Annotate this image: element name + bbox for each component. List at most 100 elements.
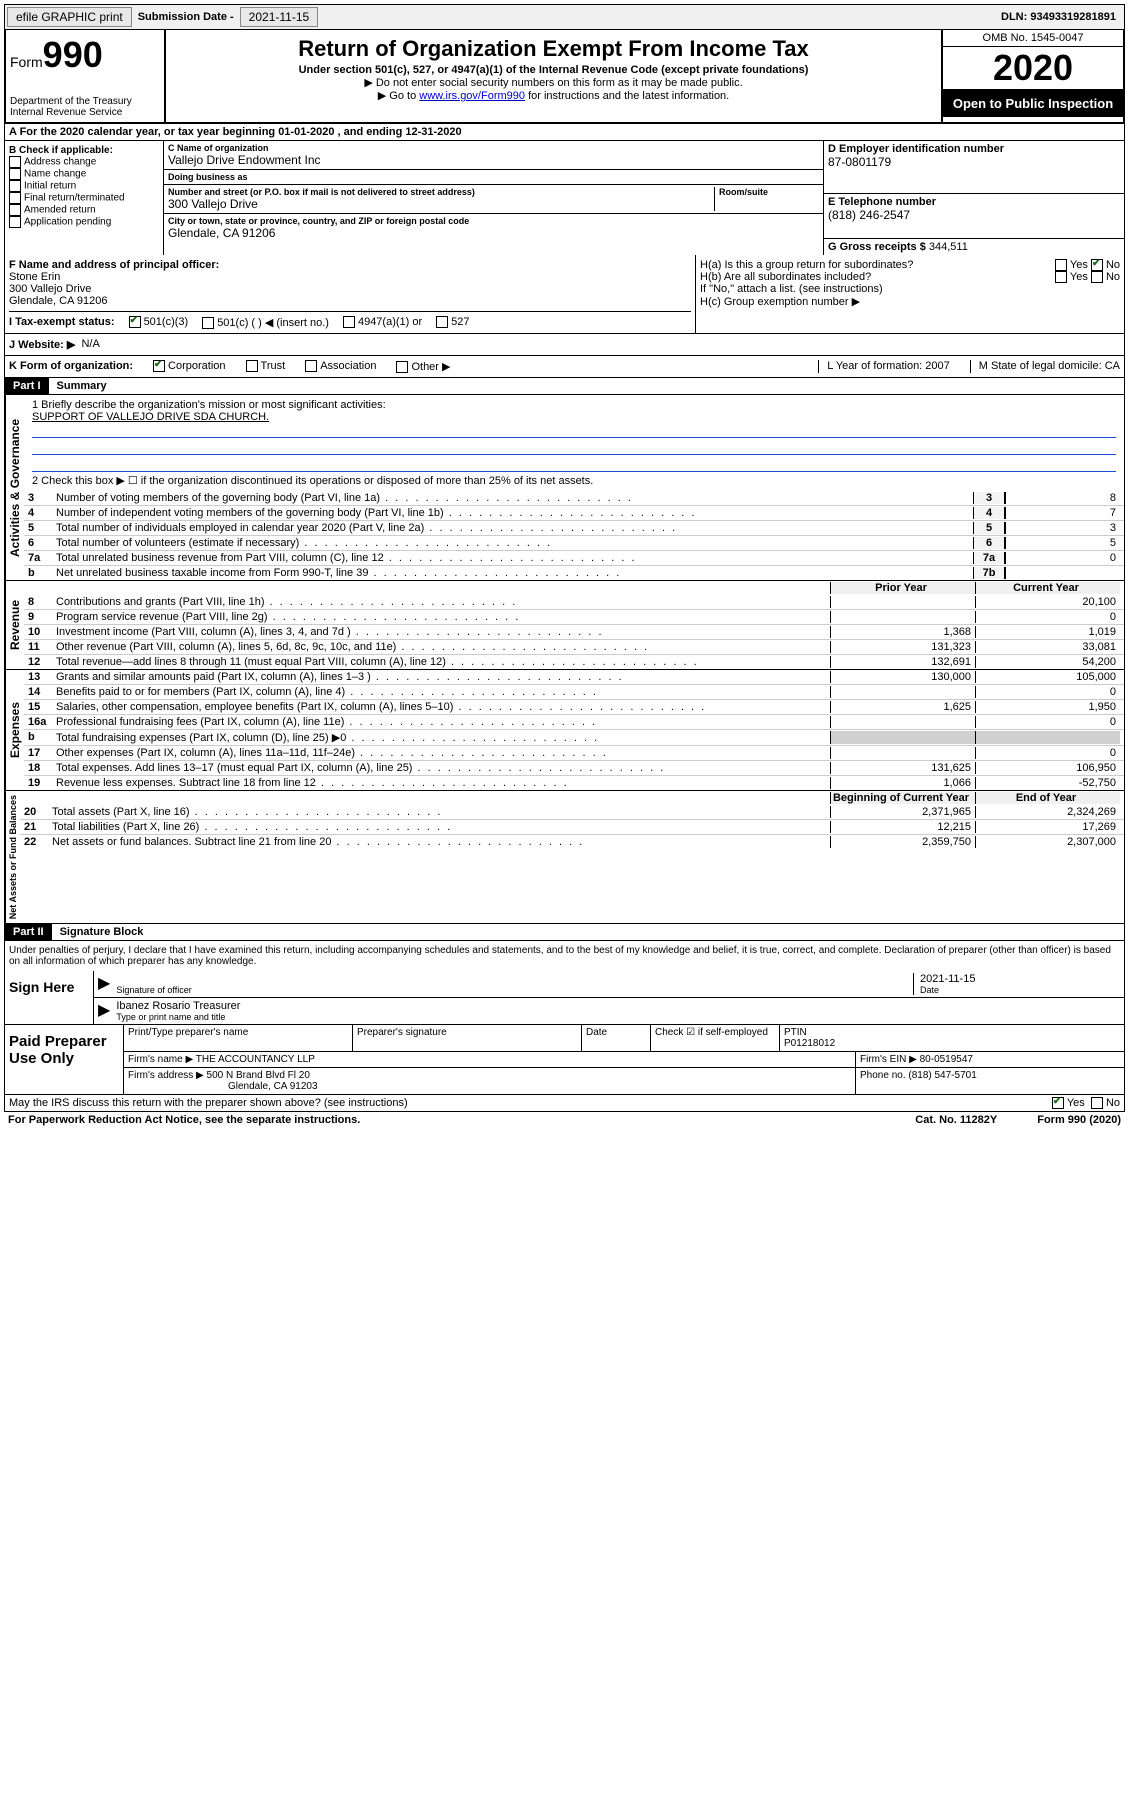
summary-line: 3Number of voting members of the governi…: [24, 491, 1124, 505]
discuss-no[interactable]: No: [1091, 1097, 1120, 1109]
vtab-netassets: Net Assets or Fund Balances: [5, 791, 20, 923]
firm-addr1: 500 N Brand Blvd Fl 20: [207, 1070, 310, 1081]
vtab-revenue: Revenue: [5, 581, 24, 669]
row-a-period: A For the 2020 calendar year, or tax yea…: [4, 124, 1125, 141]
chk-name-label: Name change: [24, 169, 86, 180]
discuss-row: May the IRS discuss this return with the…: [4, 1095, 1125, 1112]
discuss-yes[interactable]: Yes: [1052, 1097, 1085, 1109]
org-name-cell: C Name of organization Vallejo Drive End…: [164, 141, 823, 170]
hb-note: If "No," attach a list. (see instruction…: [700, 283, 1120, 295]
firm-addr2: Glendale, CA 91203: [228, 1081, 318, 1092]
row-klm: K Form of organization: Corporation Trus…: [4, 356, 1125, 378]
chk-name[interactable]: Name change: [9, 168, 159, 180]
tax-status-row: I Tax-exempt status: 501(c)(3) 501(c) ( …: [9, 311, 691, 329]
chk-address-label: Address change: [24, 157, 96, 168]
summary-line: 21Total liabilities (Part X, line 26)12,…: [20, 819, 1124, 834]
na-lines: 20Total assets (Part X, line 16)2,371,96…: [20, 805, 1124, 849]
part2-header-row: Part II Signature Block: [4, 924, 1125, 941]
website-label: J Website: ▶: [9, 338, 75, 351]
opt-501c: 501(c) ( ) ◀ (insert no.): [217, 317, 329, 329]
summary-line: 14Benefits paid to or for members (Part …: [24, 684, 1124, 699]
summary-line: 15Salaries, other compensation, employee…: [24, 699, 1124, 714]
header-mid: Return of Organization Exempt From Incom…: [166, 30, 941, 122]
sign-here-right: ▶ Signature of officer 2021-11-15 Date ▶…: [94, 971, 1124, 1024]
summary-line: 7aTotal unrelated business revenue from …: [24, 550, 1124, 565]
opt-assoc: Association: [320, 360, 376, 372]
chk-final[interactable]: Final return/terminated: [9, 192, 159, 204]
part2-title: Signature Block: [52, 924, 152, 940]
box-e: E Telephone number (818) 246-2547: [824, 194, 1124, 239]
summary-line: 19Revenue less expenses. Subtract line 1…: [24, 775, 1124, 790]
chk-4947[interactable]: 4947(a)(1) or: [343, 316, 422, 329]
q2-text: 2 Check this box ▶ ☐ if the organization…: [32, 474, 1116, 487]
firm-name: THE ACCOUNTANCY LLP: [196, 1054, 315, 1065]
org-name: Vallejo Drive Endowment Inc: [168, 153, 819, 167]
form-label: Form: [10, 54, 43, 70]
opt-other: Other ▶: [411, 361, 450, 373]
hb-yes[interactable]: Yes: [1055, 271, 1088, 283]
tax-status-label: I Tax-exempt status:: [9, 316, 115, 329]
form-number: Form990: [10, 34, 160, 76]
efile-button[interactable]: efile GRAPHIC print: [7, 7, 132, 27]
ein-value: 87-0801179: [828, 155, 1120, 169]
prep-row2: Firm's name ▶ THE ACCOUNTANCY LLP Firm's…: [124, 1052, 1124, 1068]
street-value: 300 Vallejo Drive: [168, 197, 714, 211]
summary-line: 22Net assets or fund balances. Subtract …: [20, 834, 1124, 849]
sign-here-grid: Sign Here ▶ Signature of officer 2021-11…: [5, 971, 1124, 1024]
governance-body: 1 Briefly describe the organization's mi…: [24, 395, 1124, 580]
perjury-declaration: Under penalties of perjury, I declare th…: [5, 941, 1124, 971]
officer-name-line: ▶ Ibanez Rosario Treasurer Type or print…: [94, 998, 1124, 1024]
ha-text: H(a) Is this a group return for subordin…: [700, 259, 1055, 271]
ha-no[interactable]: No: [1091, 259, 1120, 271]
chk-other[interactable]: Other ▶: [396, 360, 450, 373]
form-subtitle: Under section 501(c), 527, or 4947(a)(1)…: [170, 64, 937, 76]
chk-address[interactable]: Address change: [9, 156, 159, 168]
chk-assoc[interactable]: Association: [305, 360, 376, 373]
hb-no[interactable]: No: [1091, 271, 1120, 283]
opt-4947: 4947(a)(1) or: [358, 316, 422, 328]
form-title: Return of Organization Exempt From Incom…: [170, 36, 937, 62]
paperwork-notice: For Paperwork Reduction Act Notice, see …: [8, 1114, 360, 1126]
na-body: Beginning of Current Year End of Year 20…: [20, 791, 1124, 923]
col-beg-year: Beginning of Current Year: [830, 792, 975, 804]
chk-501c3[interactable]: 501(c)(3): [129, 316, 189, 329]
room-label: Room/suite: [719, 187, 819, 197]
vtab-expenses: Expenses: [5, 670, 24, 790]
self-employed-check[interactable]: Check ☑ if self-employed: [655, 1027, 768, 1038]
box-deg: D Employer identification number 87-0801…: [823, 141, 1124, 255]
box-h: H(a) Is this a group return for subordin…: [695, 255, 1124, 333]
chk-501c[interactable]: 501(c) ( ) ◀ (insert no.): [202, 316, 329, 329]
chk-trust[interactable]: Trust: [246, 360, 286, 373]
col-prior-year: Prior Year: [830, 582, 975, 594]
form-footer: Form 990 (2020): [1037, 1114, 1121, 1126]
officer-name: Ibanez Rosario Treasurer: [116, 1000, 1120, 1012]
dln: DLN: 93493319281891: [1001, 11, 1122, 23]
arrow-icon: ▶: [98, 973, 110, 995]
footer: For Paperwork Reduction Act Notice, see …: [4, 1112, 1125, 1128]
open-to-public: Open to Public Inspection: [943, 90, 1123, 117]
opt-501c3: 501(c)(3): [144, 316, 189, 328]
org-name-label: C Name of organization: [168, 143, 819, 153]
row-fh: F Name and address of principal officer:…: [4, 255, 1125, 334]
summary-line: 13Grants and similar amounts paid (Part …: [24, 670, 1124, 684]
dba-label: Doing business as: [168, 172, 819, 182]
section-net-assets: Net Assets or Fund Balances Beginning of…: [4, 791, 1125, 924]
summary-line: 5Total number of individuals employed in…: [24, 520, 1124, 535]
irs-link[interactable]: www.irs.gov/Form990: [419, 90, 525, 102]
gross-label: G Gross receipts $: [828, 241, 929, 253]
chk-corp[interactable]: Corporation: [153, 360, 225, 373]
street-label: Number and street (or P.O. box if mail i…: [168, 187, 714, 197]
ha-yes[interactable]: Yes: [1055, 259, 1088, 271]
chk-initial[interactable]: Initial return: [9, 180, 159, 192]
firm-addr-label: Firm's address ▶: [128, 1070, 207, 1081]
firm-ein-label: Firm's EIN ▶: [860, 1054, 920, 1065]
chk-amended[interactable]: Amended return: [9, 204, 159, 216]
chk-527[interactable]: 527: [436, 316, 469, 329]
summary-line: 4Number of independent voting members of…: [24, 505, 1124, 520]
firm-ein: 80-0519547: [920, 1054, 973, 1065]
chk-pending[interactable]: Application pending: [9, 216, 159, 228]
firm-name-label: Firm's name ▶: [128, 1054, 196, 1065]
k-label: K Form of organization:: [9, 360, 133, 372]
submission-label: Submission Date -: [138, 11, 234, 23]
arrow-icon: ▶: [98, 1000, 110, 1022]
